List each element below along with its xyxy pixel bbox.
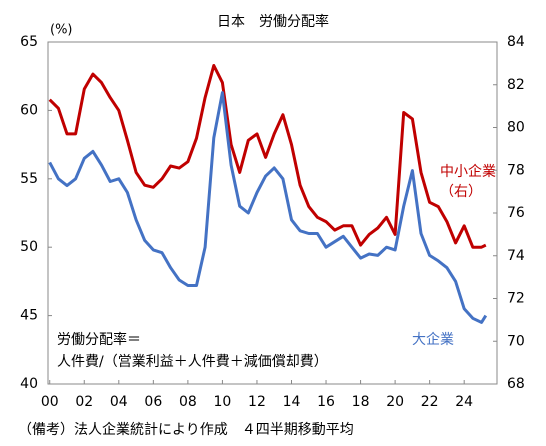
annotation: 人件費/（営業利益＋人件費＋減価償却費） (57, 353, 328, 370)
y-tick-label: 60 (20, 102, 38, 118)
y2-tick-label: 70 (507, 333, 525, 349)
x-tick-label: 14 (283, 394, 301, 410)
series-label: 中小企業 (440, 163, 496, 180)
y2-tick-label: 72 (507, 291, 525, 307)
x-tick-label: 22 (421, 394, 439, 410)
chart-title: 日本 労働分配率 (217, 13, 329, 30)
x-tick-label: 10 (214, 394, 232, 410)
y2-tick-label: 84 (507, 34, 525, 50)
y2-tick-label: 80 (507, 120, 525, 136)
y2-tick-label: 68 (507, 376, 525, 392)
x-tick-label: 00 (41, 394, 59, 410)
y2-tick-label: 74 (507, 248, 525, 264)
x-tick-label: 08 (179, 394, 197, 410)
footnote: （備考）法人企業統計により作成 ４四半期移動平均 (18, 421, 354, 438)
y-tick-label: 65 (20, 34, 38, 50)
x-tick-label: 24 (455, 394, 473, 410)
series-line (48, 64, 487, 249)
annotation: （右） (440, 184, 482, 200)
x-tick-label: 06 (144, 394, 162, 410)
x-tick-label: 20 (386, 394, 404, 410)
annotation: 労働分配率＝ (57, 331, 141, 348)
series-line (48, 91, 488, 324)
y-tick-label: 50 (20, 239, 38, 255)
series-label: 大企業 (412, 331, 454, 348)
y-tick-label: 45 (20, 308, 38, 324)
x-tick-label: 12 (248, 394, 266, 410)
x-tick-label: 18 (352, 394, 370, 410)
y2-tick-label: 78 (507, 162, 525, 178)
y-tick-label: 55 (20, 171, 38, 187)
y-axis-label: (%) (50, 23, 73, 38)
x-tick-label: 04 (110, 394, 128, 410)
y2-tick-label: 82 (507, 77, 525, 93)
y-tick-label: 40 (20, 376, 38, 392)
y2-tick-label: 76 (507, 205, 525, 221)
x-tick-label: 02 (75, 394, 93, 410)
x-tick-label: 16 (317, 394, 335, 410)
